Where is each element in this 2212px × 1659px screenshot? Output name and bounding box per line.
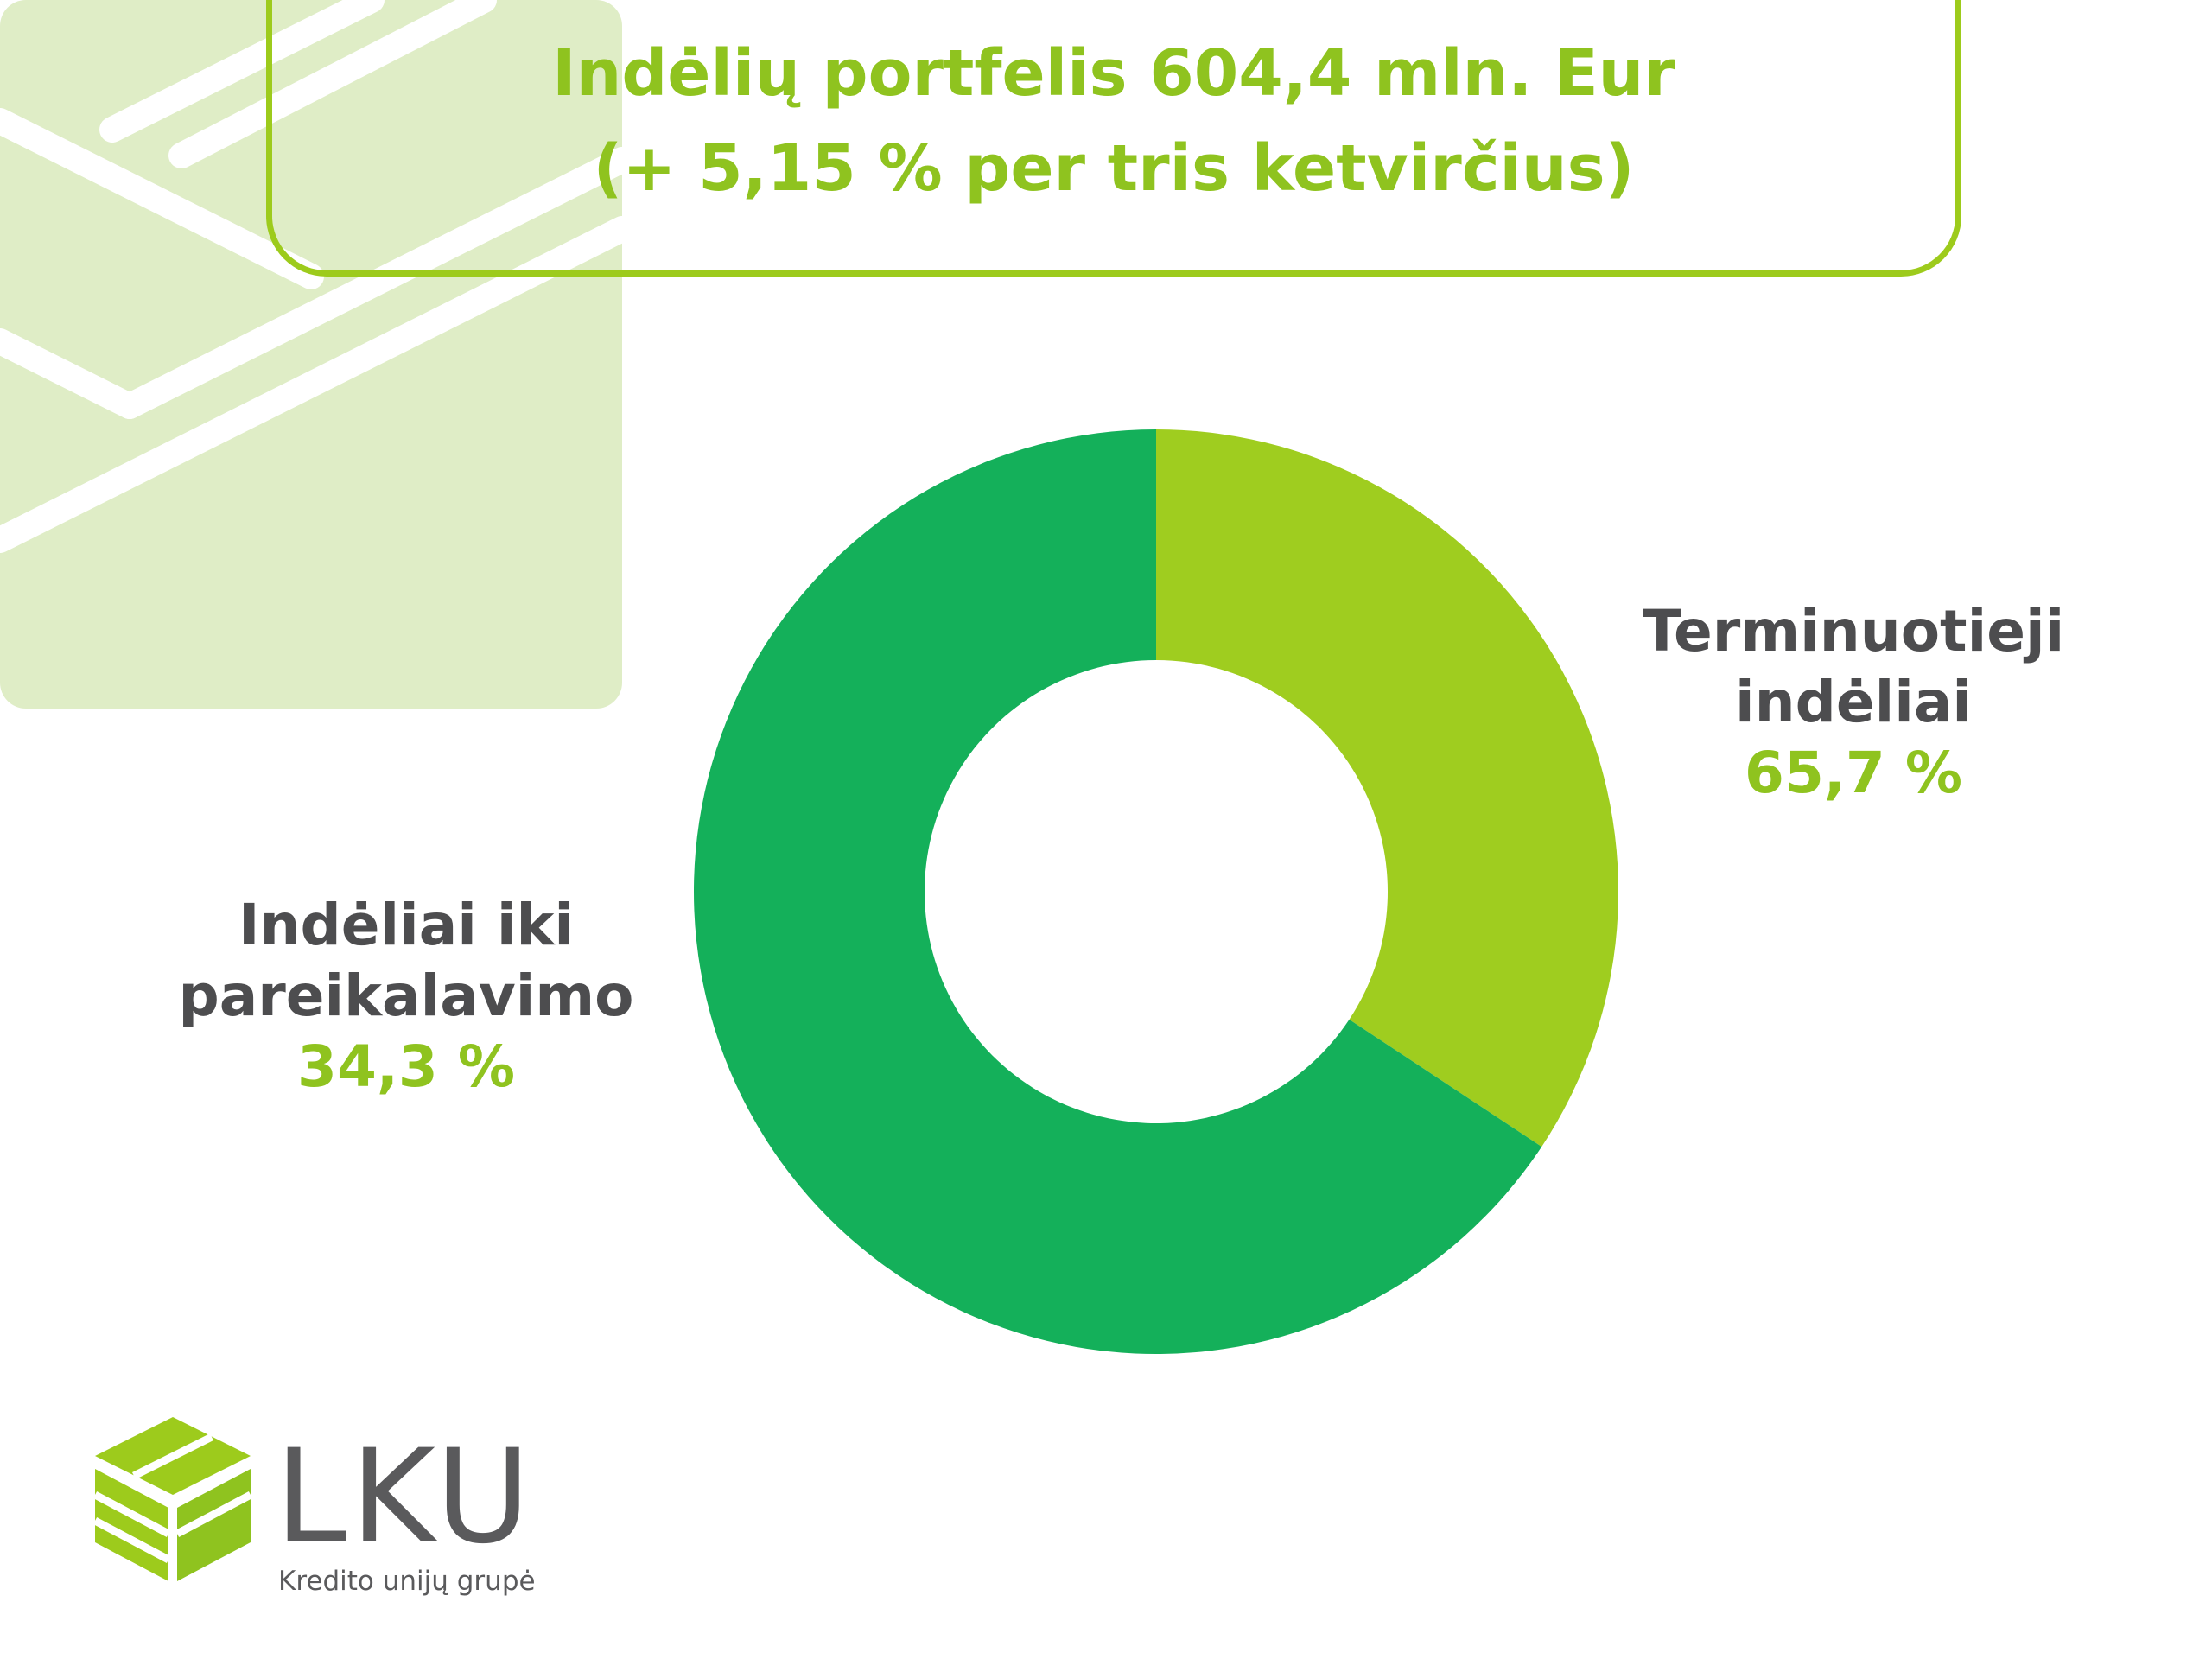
- label-demand-percent: 34,3 %: [297, 1033, 515, 1100]
- logo-subtitle: Kredito unijų grupė: [278, 1566, 536, 1597]
- donut-slice-0: [1156, 429, 1618, 1147]
- donut-slice-1: [694, 429, 1542, 1354]
- label-term-name-1: Terminuotieji: [1642, 598, 2065, 664]
- background-pattern: [0, 0, 639, 726]
- label-demand-deposits: Indėliai iki pareikalavimo 34,3 %: [69, 890, 743, 1103]
- logo-wordmark: LKU: [275, 1422, 534, 1573]
- label-term-name-2: indėliai: [1734, 669, 1973, 735]
- chart-subtitle: (+ 5,15 % per tris ketvirčius): [593, 131, 1635, 206]
- label-term-deposits: Terminuotieji indėliai 65,7 %: [1573, 596, 2134, 809]
- lku-cube-logo-icon: [92, 1417, 253, 1581]
- label-demand-name-1: Indėliai iki: [238, 892, 575, 958]
- label-demand-name-2: pareikalavimo: [178, 963, 634, 1029]
- label-term-percent: 65,7 %: [1745, 740, 1962, 806]
- title-frame: [266, 0, 1961, 276]
- chart-title: Indėlių portfelis 604,4 mln. Eur: [552, 36, 1675, 111]
